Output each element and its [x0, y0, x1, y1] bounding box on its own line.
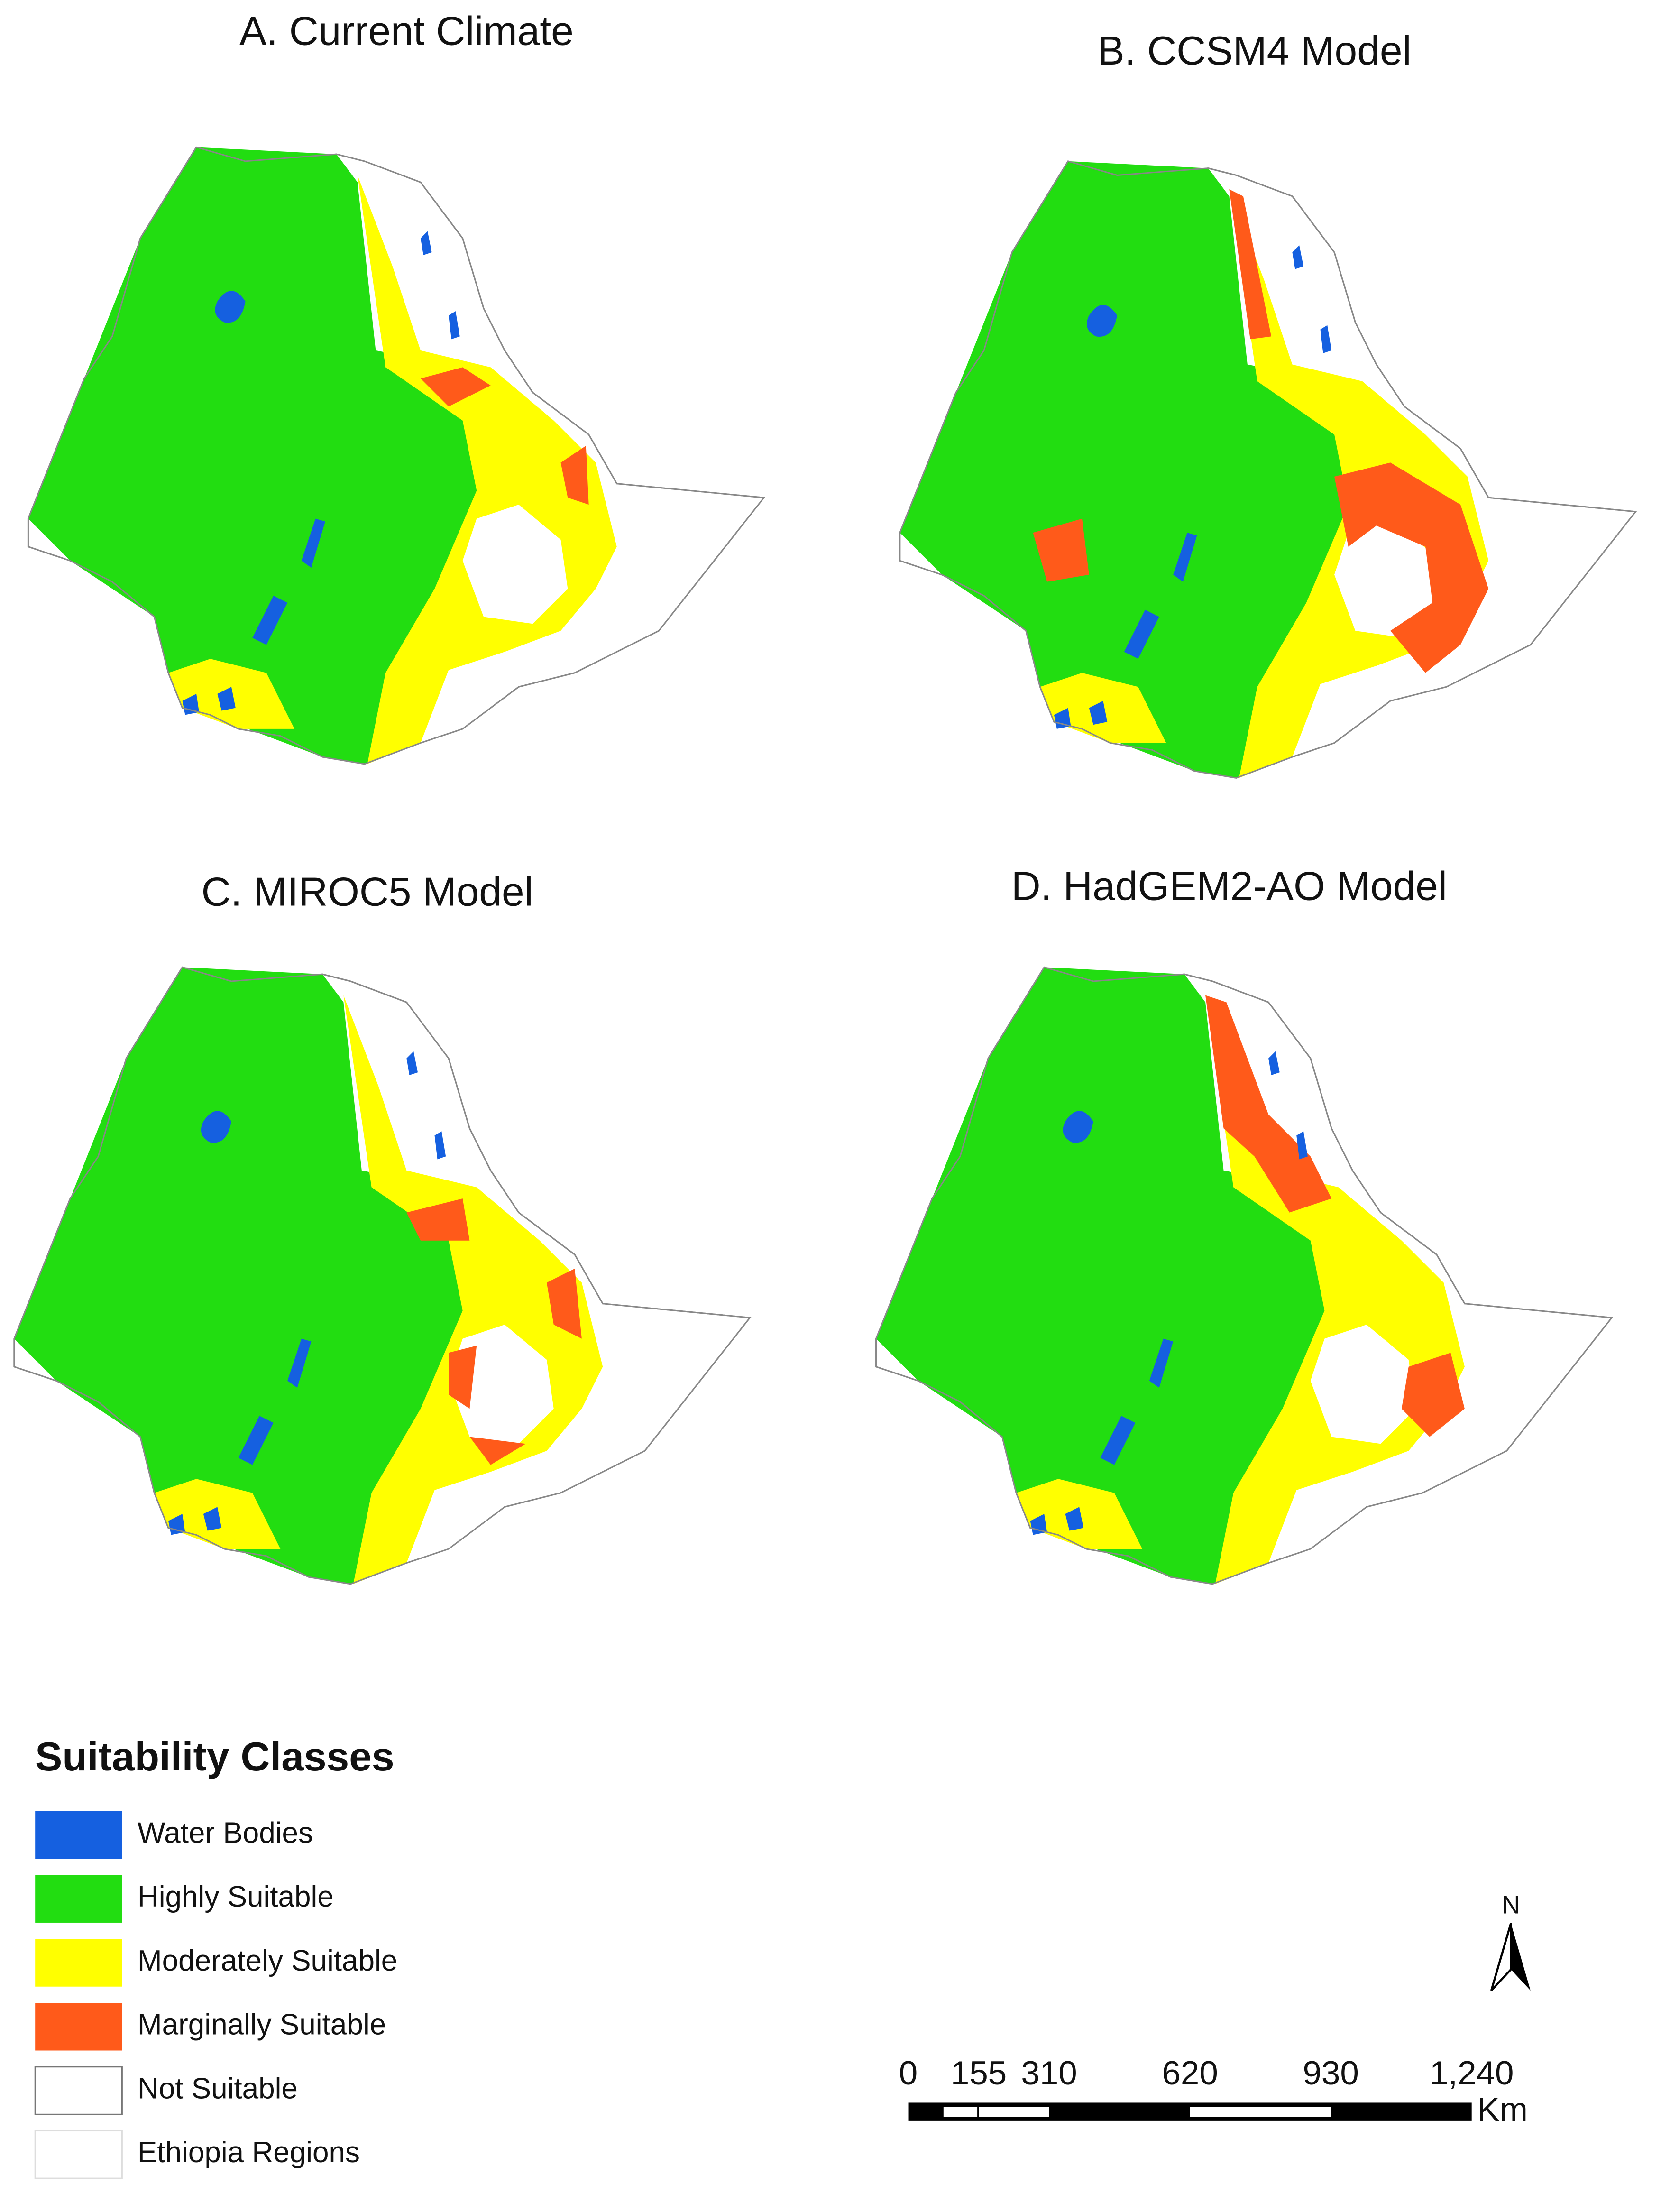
north-label: N — [1502, 1891, 1520, 1919]
marginally-suitable-area — [420, 367, 589, 505]
legend-label: Ethiopia Regions — [138, 2136, 360, 2169]
panel-title: D. HadGEM2-AO Model — [1011, 864, 1447, 909]
marginally-suitable-area — [406, 1198, 582, 1465]
scale-label: 310 — [1021, 2055, 1077, 2092]
legend-swatch — [34, 2130, 123, 2179]
scale-label: 930 — [1303, 2055, 1358, 2092]
legend-swatch — [34, 2066, 123, 2115]
legend-swatch — [35, 1875, 122, 1923]
legend-title: Suitability Classes — [35, 1734, 394, 1779]
scale-label: 620 — [1162, 2055, 1218, 2092]
legend-label: Not Suitable — [138, 2072, 298, 2105]
map-panel: C. MIROC5 Model — [13, 869, 751, 1585]
map-panel: D. HadGEM2-AO Model — [875, 864, 1613, 1585]
scale-segment — [943, 2107, 978, 2117]
legend-label: Moderately Suitable — [138, 1945, 397, 1977]
legend-swatch — [35, 1811, 122, 1859]
legend: Suitability Classes Water Bodies Highly S… — [34, 1734, 397, 2179]
legend-label: Water Bodies — [138, 1816, 313, 1849]
arrow-right — [1511, 1923, 1531, 1991]
scale-segment — [1190, 2107, 1331, 2117]
marginally-suitable-area — [1033, 189, 1489, 673]
marginally-suitable-area — [1205, 995, 1465, 1437]
panel-title: B. CCSM4 Model — [1098, 28, 1412, 74]
arrow-left — [1490, 1923, 1512, 1991]
legend-label: Highly Suitable — [138, 1880, 334, 1913]
scale-label: 155 — [951, 2055, 1007, 2092]
map-panel: B. CCSM4 Model — [899, 28, 1636, 779]
legend-swatch — [35, 2003, 122, 2051]
panel-title: C. MIROC5 Model — [202, 869, 533, 914]
scale-segment — [979, 2107, 1049, 2117]
scale-unit: Km — [1477, 2091, 1528, 2129]
panel-title: A. Current Climate — [239, 9, 574, 54]
legend-swatch — [35, 1939, 122, 1987]
map-panel: A. Current Climate — [27, 9, 765, 765]
scale-label: 1,240 — [1430, 2055, 1514, 2092]
legend-label: Marginally Suitable — [138, 2009, 386, 2041]
scale-label: 0 — [899, 2055, 918, 2092]
north-arrow: N — [1490, 1891, 1531, 1991]
